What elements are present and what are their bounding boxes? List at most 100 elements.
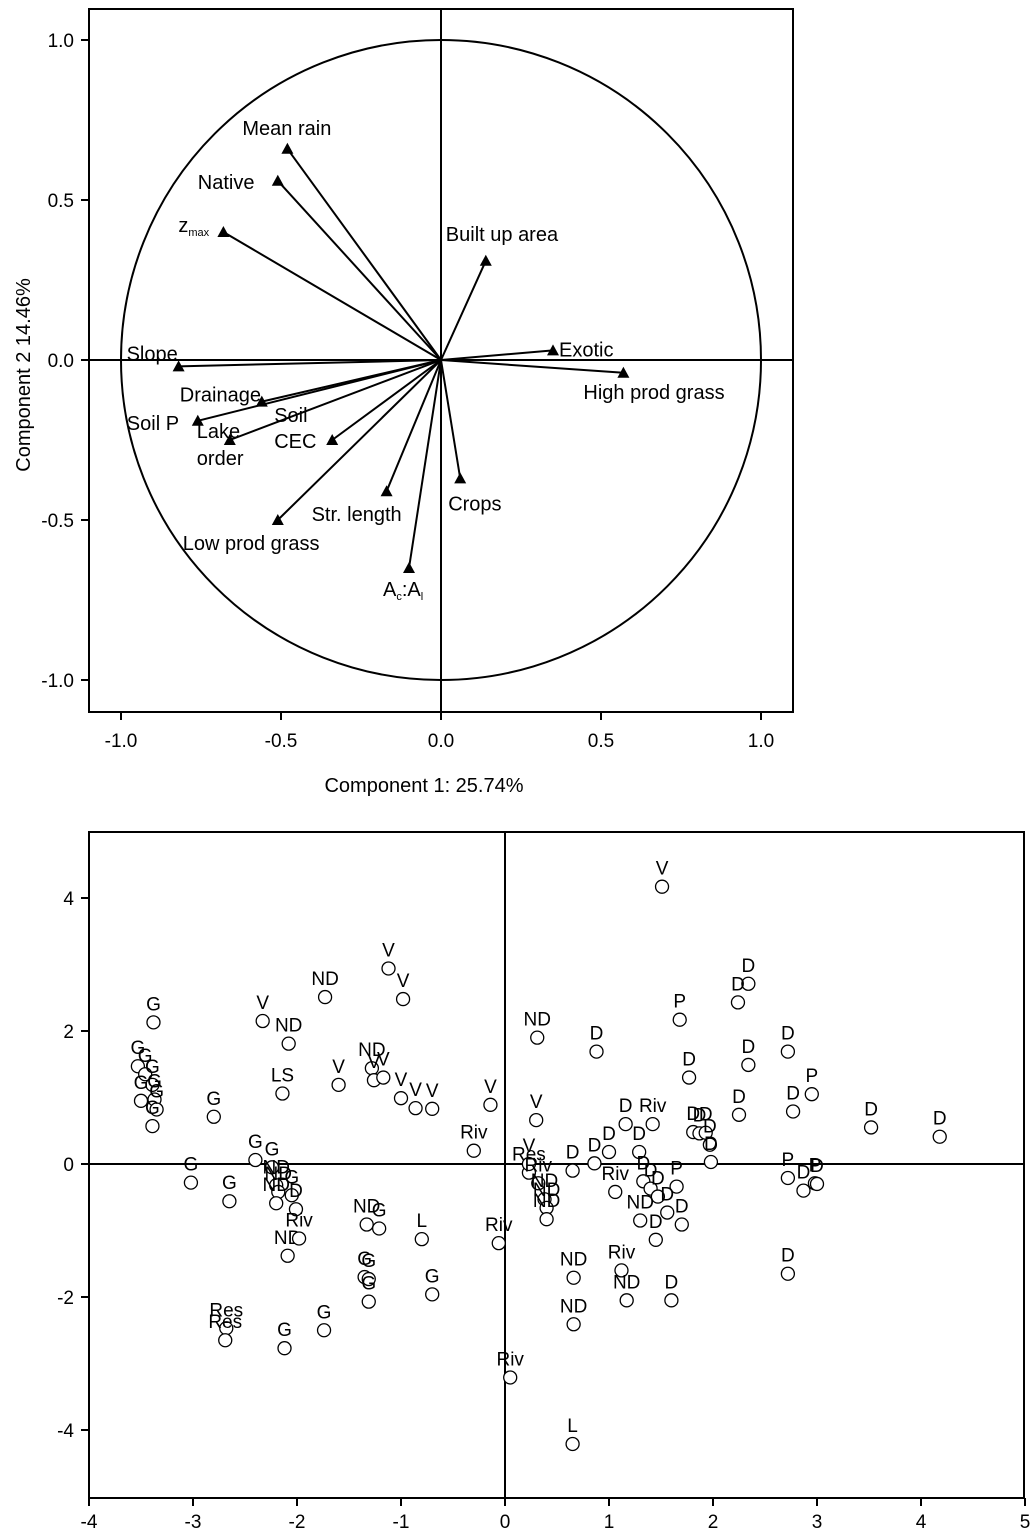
score-point-label: G: [361, 1251, 376, 1272]
score-point-label: G: [145, 1057, 160, 1078]
score-x-tick-label: 1: [604, 1512, 615, 1530]
score-point-marker: [291, 1231, 307, 1246]
loading-vector-line: [222, 231, 442, 361]
score-point-label: G: [372, 1201, 387, 1222]
score-point-marker: [633, 1213, 648, 1228]
score-point-label: D: [810, 1156, 824, 1177]
score-point: V: [381, 940, 396, 976]
loading-y-tick-label: 1.0: [48, 31, 74, 52]
score-point-marker: [316, 1323, 332, 1338]
score-point: G: [145, 1098, 160, 1134]
loading-vector-label: zmax: [178, 215, 209, 239]
score-point-marker: [648, 1232, 663, 1247]
score-point-label: G: [248, 1132, 263, 1153]
score-point-label: P: [670, 1159, 683, 1180]
score-point-marker: [531, 1176, 546, 1191]
score-point-label: D: [786, 1083, 800, 1104]
score-point-label: L: [567, 1416, 578, 1437]
score-point: D: [648, 1212, 663, 1247]
score-point-label: G: [146, 994, 161, 1015]
score-point: D: [664, 1272, 679, 1308]
loading-y-tick-label: 0.5: [48, 191, 74, 212]
score-point: D: [674, 1197, 689, 1232]
loading-vector-label: Soil: [274, 405, 307, 427]
score-point-label: G: [134, 1073, 149, 1094]
score-point-marker: [376, 1070, 391, 1085]
score-point: Riv: [639, 1096, 667, 1132]
loading-y-tick-label: 0.0: [48, 351, 74, 372]
loading-vector: Low prod grass: [183, 359, 442, 555]
loading-vector: Built up area: [440, 224, 559, 361]
score-point-label: D: [933, 1109, 947, 1130]
score-point: ND: [358, 1040, 386, 1076]
loading-y-tick-label: -1.0: [41, 671, 74, 692]
loading-vector-triangle: [281, 142, 294, 154]
score-point-label: G: [130, 1038, 145, 1059]
score-point-marker: [672, 1012, 687, 1027]
score-point-label: D: [781, 1246, 795, 1267]
score-point-marker: [589, 1044, 604, 1059]
loading-vector-label: Slope: [127, 343, 178, 365]
score-point: D: [288, 1181, 304, 1217]
loading-vector-triangle: [223, 434, 236, 445]
score-y-tick-label: 2: [63, 1022, 74, 1043]
score-y-tick-label: 4: [63, 889, 74, 910]
score-point-marker: [566, 1270, 581, 1285]
score-point: G: [222, 1173, 237, 1209]
loading-vector-label: Mean rain: [242, 118, 331, 140]
score-point-label: G: [317, 1302, 332, 1323]
score-point-label: V: [368, 1052, 381, 1073]
score-point-label: ND: [262, 1175, 289, 1196]
score-point: D: [565, 1143, 580, 1178]
loading-vector-line: [229, 359, 442, 441]
score-point-label: Riv: [485, 1215, 513, 1236]
score-point: G: [372, 1201, 387, 1236]
loading-vector-label: Crops: [448, 493, 501, 515]
score-point: Riv: [525, 1155, 552, 1191]
score-point-label: D: [682, 1050, 696, 1071]
loading-vector: Str. length: [312, 359, 442, 526]
loading-vector-triangle: [547, 344, 559, 356]
score-point-label: D: [781, 1024, 795, 1045]
score-point-marker: [703, 1154, 719, 1170]
score-point-marker: [183, 1175, 199, 1190]
score-point: V: [408, 1080, 423, 1116]
score-point-label: D: [741, 1037, 755, 1058]
score-point: G: [206, 1089, 221, 1124]
score-point-marker: [681, 1070, 697, 1085]
score-point-label: D: [741, 956, 755, 977]
score-point: D: [702, 1117, 718, 1152]
score-point-marker: [932, 1129, 947, 1144]
score-point: D: [809, 1156, 825, 1192]
score-point-marker: [565, 1436, 580, 1452]
score-point-label: V: [484, 1077, 497, 1098]
score-point: Riv: [608, 1242, 636, 1278]
score-point-label: G: [284, 1167, 299, 1188]
score-point-label: G: [147, 1071, 162, 1092]
score-point-label: ND: [358, 1040, 385, 1061]
score-point-label: D: [686, 1104, 700, 1125]
score-point-label: D: [704, 1134, 718, 1155]
score-point-label: Riv: [460, 1123, 488, 1144]
loading-vector-triangle: [217, 226, 230, 237]
loading-vector: Crops: [440, 359, 502, 515]
score-point: D: [741, 956, 756, 991]
loading-vector-line: [286, 148, 442, 361]
score-point-marker: [645, 1116, 660, 1132]
score-point: D: [796, 1163, 811, 1198]
score-point: D: [601, 1124, 617, 1160]
score-point-marker: [863, 1120, 879, 1135]
score-point-label: ND: [560, 1250, 587, 1271]
loading-vector-label: Lake: [197, 421, 240, 443]
score-point: D: [587, 1135, 602, 1171]
score-point-marker: [702, 1137, 718, 1152]
score-point-marker: [248, 1152, 263, 1168]
score-point-label: V: [530, 1092, 543, 1113]
score-point: G: [316, 1302, 332, 1338]
score-point-label: ND: [533, 1191, 560, 1212]
score-point-label: ND: [265, 1164, 292, 1185]
score-point-marker: [660, 1205, 675, 1220]
score-point: V: [393, 1070, 409, 1106]
score-point-marker: [269, 1196, 284, 1211]
score-point-label: V: [332, 1057, 345, 1078]
